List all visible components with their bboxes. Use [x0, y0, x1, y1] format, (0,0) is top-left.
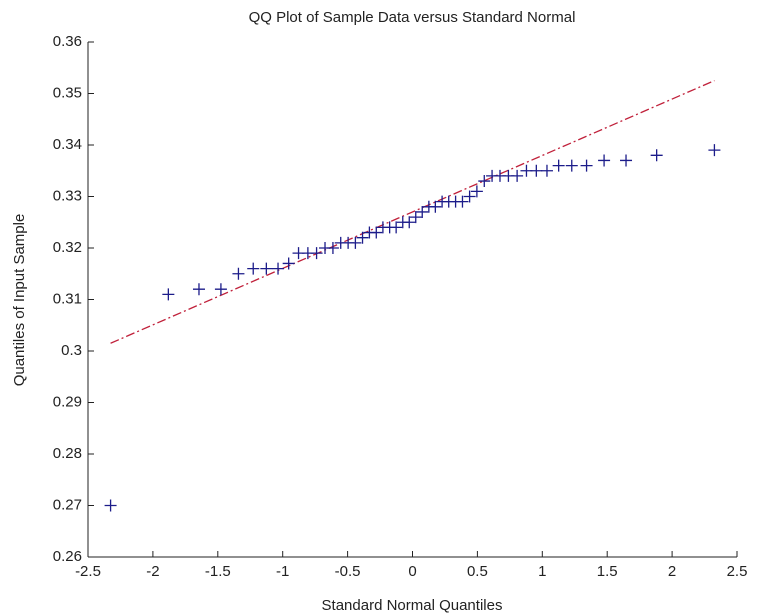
- point: [650, 149, 663, 162]
- y-tick-label: 0.26: [53, 548, 82, 565]
- y-tick-label: 0.34: [53, 136, 82, 153]
- point: [310, 247, 323, 260]
- y-tick-label: 0.29: [53, 393, 82, 410]
- point: [478, 175, 491, 188]
- reference-line: [110, 80, 715, 344]
- point: [162, 288, 175, 301]
- point: [356, 231, 369, 244]
- point: [232, 267, 245, 280]
- y-tick-label: 0.27: [53, 496, 82, 513]
- y-tick-label: 0.31: [53, 290, 82, 307]
- x-tick-label: 2: [668, 563, 676, 580]
- y-tick-label: 0.35: [53, 84, 82, 101]
- x-tick-label: -1.5: [205, 563, 231, 580]
- point: [620, 154, 633, 167]
- point: [565, 159, 578, 172]
- point: [511, 169, 524, 182]
- x-tick-label: -2: [146, 563, 159, 580]
- point: [272, 262, 285, 275]
- point: [282, 257, 295, 270]
- point: [429, 200, 442, 213]
- point: [192, 283, 205, 296]
- y-tick-label: 0.3: [61, 342, 82, 359]
- x-tick-label: -0.5: [335, 563, 361, 580]
- point: [247, 262, 260, 275]
- x-tick-label: 1: [538, 563, 546, 580]
- point: [530, 164, 543, 177]
- point: [326, 242, 339, 254]
- point: [463, 190, 476, 203]
- y-tick-label: 0.32: [53, 239, 82, 256]
- point: [416, 205, 429, 218]
- point: [552, 159, 565, 172]
- point: [104, 499, 117, 512]
- x-axis-label: Standard Normal Quantiles: [322, 597, 503, 614]
- point: [370, 226, 383, 239]
- point: [403, 216, 416, 229]
- point: [214, 283, 227, 296]
- point: [540, 164, 553, 177]
- x-tick-label: -1: [276, 563, 289, 580]
- x-tick-label: 1.5: [597, 563, 618, 580]
- x-tick-label: 2.5: [727, 563, 748, 580]
- point: [390, 221, 403, 234]
- chart-title: QQ Plot of Sample Data versus Standard N…: [249, 9, 576, 26]
- point: [260, 262, 273, 275]
- x-tick-label: 0: [408, 563, 416, 580]
- point: [708, 144, 721, 157]
- point: [598, 154, 611, 167]
- x-tick-label: 0.5: [467, 563, 488, 580]
- point: [409, 211, 422, 224]
- point: [470, 185, 483, 198]
- point: [456, 195, 469, 208]
- y-tick-label: 0.28: [53, 445, 82, 462]
- point: [580, 159, 593, 172]
- point: [349, 236, 362, 249]
- x-tick-label: -2.5: [75, 563, 101, 580]
- y-axis-label: Quantiles of Input Sample: [11, 214, 28, 387]
- y-tick-label: 0.33: [53, 187, 82, 204]
- y-tick-label: 0.36: [53, 33, 82, 50]
